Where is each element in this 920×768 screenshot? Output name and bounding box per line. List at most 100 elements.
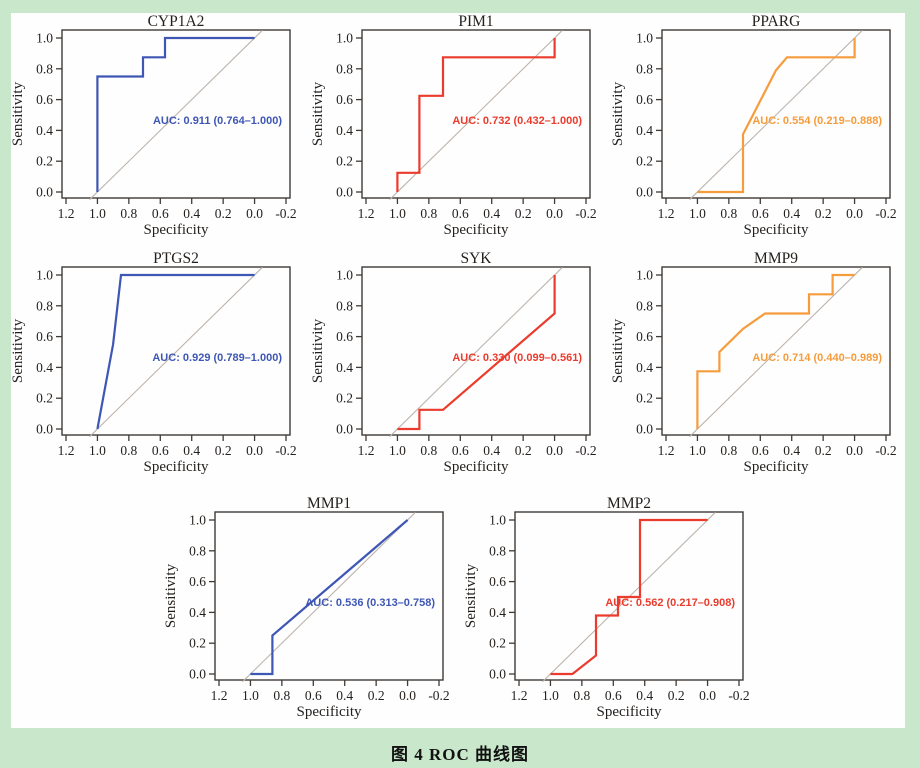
x-tick-label: 0.4: [183, 443, 200, 458]
reference-diagonal: [389, 266, 563, 438]
roc-subplot-pparg: PPARG 0.0 0.2 0.4 0.6 0.8 1.0 1.2 1.0 0.8 0.6 0.4 0.…: [610, 12, 910, 247]
y-axis-label: Sensitivity: [610, 81, 626, 146]
x-tick-label: 1.2: [58, 443, 75, 458]
x-tick-label: 0.2: [215, 443, 232, 458]
y-axis-label: Sensitivity: [10, 318, 26, 383]
x-tick-label: 0.2: [215, 206, 232, 221]
x-tick-label: 0.8: [120, 206, 137, 221]
x-tick-label: -0.2: [275, 206, 296, 221]
x-tick-label: 1.0: [89, 443, 106, 458]
x-tick-label: 0.0: [246, 443, 263, 458]
y-tick-label: 0.8: [336, 298, 353, 313]
y-tick-label: 0.6: [336, 92, 353, 107]
y-tick-label: 0.4: [36, 123, 53, 138]
x-tick-label: 1.2: [658, 443, 675, 458]
x-tick-label: 0.0: [546, 443, 563, 458]
roc-subplot-syk: SYK 0.0 0.2 0.4 0.6 0.8 1.0 1.2 1.0 0.8 0.6 0.4 0.2 0…: [310, 249, 610, 484]
x-tick-label: -0.2: [728, 688, 749, 703]
y-tick-label: 0.4: [36, 360, 53, 375]
plot-frame: [361, 266, 591, 436]
y-tick-label: 0.8: [636, 298, 653, 313]
x-axis-label: Specificity: [144, 459, 209, 475]
x-tick-label: 1.2: [358, 443, 375, 458]
x-tick-label: 0.4: [336, 688, 353, 703]
y-tick-label: 1.0: [489, 513, 506, 528]
x-tick-label: 0.4: [783, 206, 800, 221]
y-tick-label: 0.6: [36, 329, 53, 344]
x-tick-label: 0.2: [668, 688, 685, 703]
roc-subplot-mmp1: MMP1 0.0 0.2 0.4 0.6 0.8 1.0 1.2 1.0 0.8 0.6 0.4 0.2…: [163, 494, 463, 729]
y-tick-label: 0.6: [189, 574, 206, 589]
y-tick-label: 0.4: [636, 360, 653, 375]
auc-label: AUC: 0.330 (0.099–0.561): [452, 352, 582, 364]
auc-label: AUC: 0.562 (0.217–0.908): [605, 597, 735, 609]
x-tick-label: 0.4: [183, 206, 200, 221]
y-tick-label: 0.8: [336, 61, 353, 76]
roc-plot-canvas: MMP2 0.0 0.2 0.4 0.6 0.8 1.0 1.2 1.0 0.8 0.6 0.4 0.2…: [463, 495, 750, 720]
y-tick-label: 0.6: [336, 329, 353, 344]
x-tick-label: 1.0: [389, 443, 406, 458]
y-tick-label: 1.0: [636, 31, 653, 46]
x-axis-label: Specificity: [444, 222, 509, 238]
y-tick-label: 0.0: [36, 422, 53, 437]
roc-curve: [696, 273, 855, 429]
y-tick-label: 1.0: [336, 268, 353, 283]
x-axis-label: Specificity: [444, 459, 509, 475]
roc-curve: [96, 36, 255, 192]
roc-curve: [697, 38, 856, 194]
plot-title: SYK: [460, 250, 492, 267]
y-tick-label: 0.2: [636, 391, 653, 406]
y-tick-label: 0.2: [489, 636, 506, 651]
y-axis-label: Sensitivity: [10, 81, 26, 146]
x-tick-label: 0.0: [699, 688, 716, 703]
x-tick-label: 1.0: [542, 688, 559, 703]
y-axis-label: Sensitivity: [310, 318, 326, 383]
y-tick-label: 0.0: [36, 185, 53, 200]
y-tick-label: 0.2: [636, 154, 653, 169]
plot-title: PIM1: [458, 13, 493, 30]
x-axis-label: Specificity: [744, 459, 809, 475]
y-tick-label: 0.0: [636, 422, 653, 437]
x-tick-label: 0.0: [546, 206, 563, 221]
x-tick-label: 1.2: [58, 206, 75, 221]
y-tick-label: 0.2: [36, 391, 53, 406]
x-tick-label: 0.8: [720, 443, 737, 458]
y-tick-label: 0.0: [189, 667, 206, 682]
y-tick-label: 0.0: [336, 185, 353, 200]
roc-curve: [550, 518, 708, 676]
roc-plot-canvas: CYP1A2 0.0 0.2 0.4 0.6 0.8 1.0 1.2 1.0 0.8 0.6 0.4 0…: [10, 13, 297, 238]
x-tick-label: -0.2: [575, 443, 596, 458]
y-tick-label: 0.8: [636, 61, 653, 76]
y-tick-label: 0.4: [189, 605, 206, 620]
x-tick-label: 0.2: [515, 206, 532, 221]
x-tick-label: 1.0: [242, 688, 259, 703]
y-tick-label: 0.0: [636, 185, 653, 200]
roc-subplot-pim1: PIM1 0.0 0.2 0.4 0.6 0.8 1.0 1.2 1.0 0.8 0.6 0.4 0.2…: [310, 12, 610, 247]
figure-caption: 图 4 ROC 曲线图: [390, 745, 530, 764]
auc-label: AUC: 0.536 (0.313–0.758): [305, 597, 435, 609]
roc-plot-canvas: PPARG 0.0 0.2 0.4 0.6 0.8 1.0 1.2 1.0 0.8 0.6 0.4 0.…: [610, 13, 897, 238]
x-tick-label: 1.0: [689, 206, 706, 221]
x-tick-label: -0.2: [875, 206, 896, 221]
auc-label: AUC: 0.929 (0.789–1.000): [152, 352, 282, 364]
y-tick-label: 0.2: [336, 154, 353, 169]
roc-subplot-mmp2: MMP2 0.0 0.2 0.4 0.6 0.8 1.0 1.2 1.0 0.8 0.6 0.4 0.2…: [463, 494, 763, 729]
plot-frame: [361, 29, 591, 199]
y-axis-label: Sensitivity: [463, 563, 479, 628]
reference-diagonal: [89, 29, 263, 201]
x-tick-label: 0.6: [152, 206, 169, 221]
y-tick-label: 0.8: [489, 543, 506, 558]
y-tick-label: 0.6: [636, 329, 653, 344]
x-tick-label: 0.8: [420, 206, 437, 221]
auc-label: AUC: 0.911 (0.764–1.000): [153, 115, 282, 127]
x-tick-label: 0.6: [752, 206, 769, 221]
roc-plot-canvas: PTGS2 0.0 0.2 0.4 0.6 0.8 1.0 1.2 1.0 0.8 0.6 0.4 0.…: [10, 250, 297, 475]
y-tick-label: 0.8: [189, 543, 206, 558]
y-axis-label: Sensitivity: [310, 81, 326, 146]
y-tick-label: 0.2: [189, 636, 206, 651]
y-tick-label: 0.4: [336, 123, 353, 138]
y-tick-label: 0.4: [336, 360, 353, 375]
x-tick-label: 0.0: [846, 206, 863, 221]
plot-title: MMP9: [754, 250, 798, 267]
